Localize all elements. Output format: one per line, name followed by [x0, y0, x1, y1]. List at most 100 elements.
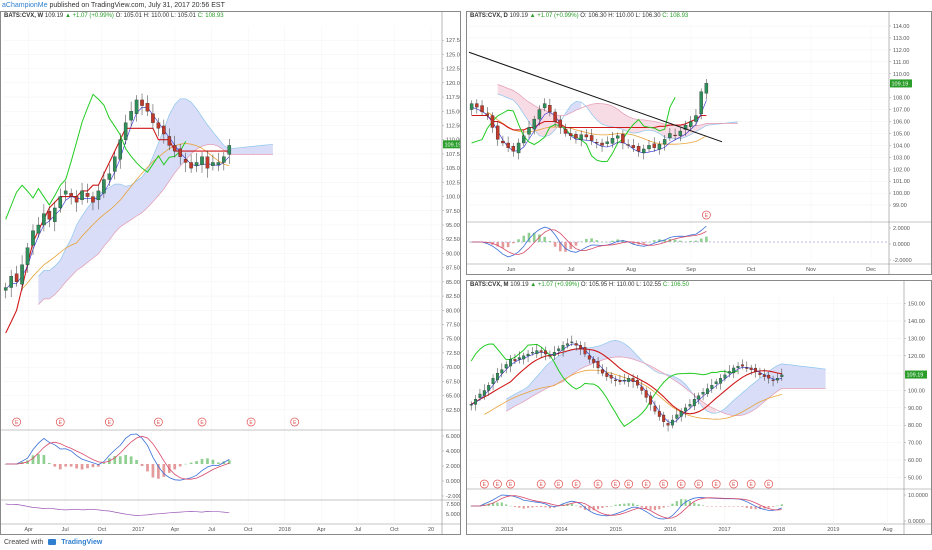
macd-histogram-bar — [527, 232, 531, 242]
macd-histogram-bar — [658, 239, 661, 242]
macd-histogram-bar — [600, 241, 604, 243]
candle-body — [662, 414, 666, 422]
last-price-badge — [443, 140, 460, 149]
x-tick-label: Apr — [24, 527, 33, 533]
earnings-marker — [506, 479, 515, 489]
x-tick-label: Oct — [390, 527, 399, 533]
y-tick-label: 87.50 — [446, 266, 460, 272]
candle-body — [736, 366, 740, 369]
candle-body — [517, 357, 521, 360]
candle-body — [684, 407, 688, 412]
candle-body — [535, 350, 539, 355]
earnings-marker — [479, 479, 489, 489]
y-tick-label: 65.00 — [446, 394, 460, 400]
y-tick-label: 113.00 — [893, 36, 909, 42]
y-tick-label: 80.00 — [446, 308, 460, 314]
macd-histogram-bar — [491, 502, 495, 506]
earnings-marker — [694, 479, 704, 489]
ichimoku-cloud-bearish — [646, 364, 664, 374]
daily-low: L: 106.30 — [635, 13, 661, 19]
y-tick-label: 125.00 — [446, 52, 460, 58]
earnings-marker-label: E — [645, 482, 649, 488]
candle-body — [710, 385, 714, 389]
candle-body — [469, 103, 474, 110]
weekly-open: O: 105.01 — [115, 13, 142, 19]
candle-body — [675, 414, 679, 419]
macd-histogram-bar — [509, 505, 512, 507]
osc-tick-label: 2.0000 — [893, 226, 910, 232]
macd-histogram-bar — [750, 506, 753, 509]
weekly-change: ▲ +1.07 (+0.99%) — [64, 13, 114, 19]
y-tick-label: 114.00 — [893, 24, 909, 30]
y-tick-label: 107.00 — [893, 108, 910, 114]
macd-histogram-bar — [217, 462, 220, 464]
macd-histogram-bar — [693, 502, 696, 506]
macd-histogram-bar — [531, 506, 534, 508]
y-tick-label: 104.00 — [893, 143, 910, 149]
macd-histogram-bar — [97, 464, 100, 467]
candle-body — [487, 385, 491, 391]
earnings-marker — [571, 479, 581, 489]
macd-histogram-bar — [636, 504, 639, 506]
macd-histogram-bar — [575, 505, 578, 507]
x-tick-label: Oct — [244, 527, 253, 533]
candle-body — [14, 273, 19, 283]
candle-body — [563, 128, 568, 134]
macd-histogram-bar — [501, 242, 505, 248]
weekly-high: H: 110.00 — [143, 13, 170, 19]
macd-histogram-bar — [631, 503, 635, 506]
macd-line — [5, 433, 230, 481]
candle-body — [509, 359, 513, 367]
macd-histogram-bar — [579, 241, 583, 243]
macd-histogram-bar — [679, 240, 682, 242]
candle-body — [662, 139, 667, 145]
earnings-marker-label: E — [697, 482, 701, 488]
x-tick-label: 2016 — [664, 527, 676, 533]
volatility-line — [5, 503, 230, 516]
y-tick-label: 108.00 — [893, 96, 910, 102]
macd-histogram-bar — [732, 506, 735, 507]
earnings-marker-label: E — [496, 482, 500, 488]
candle-body — [85, 193, 90, 197]
candle-body — [216, 162, 221, 165]
earnings-marker-label: E — [59, 420, 63, 426]
author-link[interactable]: aChampionMe — [2, 2, 48, 9]
candle-body — [178, 148, 182, 157]
candle-body — [474, 399, 478, 405]
macd-histogram-bar — [705, 236, 708, 242]
candle-body — [574, 134, 578, 139]
monthly-chart-pane[interactable]: BATS:CVX, M 109.19 ▲ +1.07 (+0.99%) O: 1… — [466, 280, 932, 535]
earnings-marker — [154, 417, 163, 427]
macd-histogram-bar — [200, 458, 204, 464]
candle-body — [162, 125, 166, 135]
weekly-chart-pane[interactable]: BATS:CVX, W 109.19 ▲ +1.07 (+0.99%) O: 1… — [0, 11, 461, 535]
candle-body — [732, 367, 736, 374]
macd-histogram-bar — [754, 506, 757, 510]
x-tick-label: 2013 — [501, 527, 513, 533]
candle-body — [522, 355, 526, 360]
monthly-price: 109.19 — [510, 282, 529, 288]
earnings-marker — [641, 479, 651, 489]
monthly-change: ▲ +1.07 (+0.99%) — [530, 282, 580, 288]
senkou-span-a-line — [38, 98, 273, 277]
earnings-marker — [764, 479, 774, 489]
daily-chart-pane[interactable]: BATS:CVX, D 109.19 ▲ +1.07 (+0.99%) O: 1… — [466, 11, 932, 275]
macd-histogram-bar — [553, 242, 557, 247]
y-tick-label: 130.00 — [908, 336, 925, 342]
weekly-close: C: 108.93 — [197, 13, 224, 19]
candle-body — [587, 355, 591, 360]
signal-line — [471, 229, 707, 255]
candle-body — [544, 350, 548, 355]
earnings-marker-label: E — [557, 482, 561, 488]
candle-body — [688, 404, 692, 407]
candle-body — [670, 419, 674, 426]
y-tick-label: 70.00 — [908, 441, 922, 447]
candle-body — [548, 105, 552, 113]
macd-histogram-bar — [689, 240, 693, 242]
monthly-legend: BATS:CVX, M 109.19 ▲ +1.07 (+0.99%) O: 1… — [470, 282, 689, 288]
y-tick-label: 105.00 — [446, 166, 460, 172]
macd-histogram-bar — [526, 506, 530, 508]
macd-histogram-bar — [588, 506, 591, 511]
x-tick-label: 2018 — [773, 527, 785, 533]
tradingview-link[interactable]: TradingView — [61, 539, 103, 546]
